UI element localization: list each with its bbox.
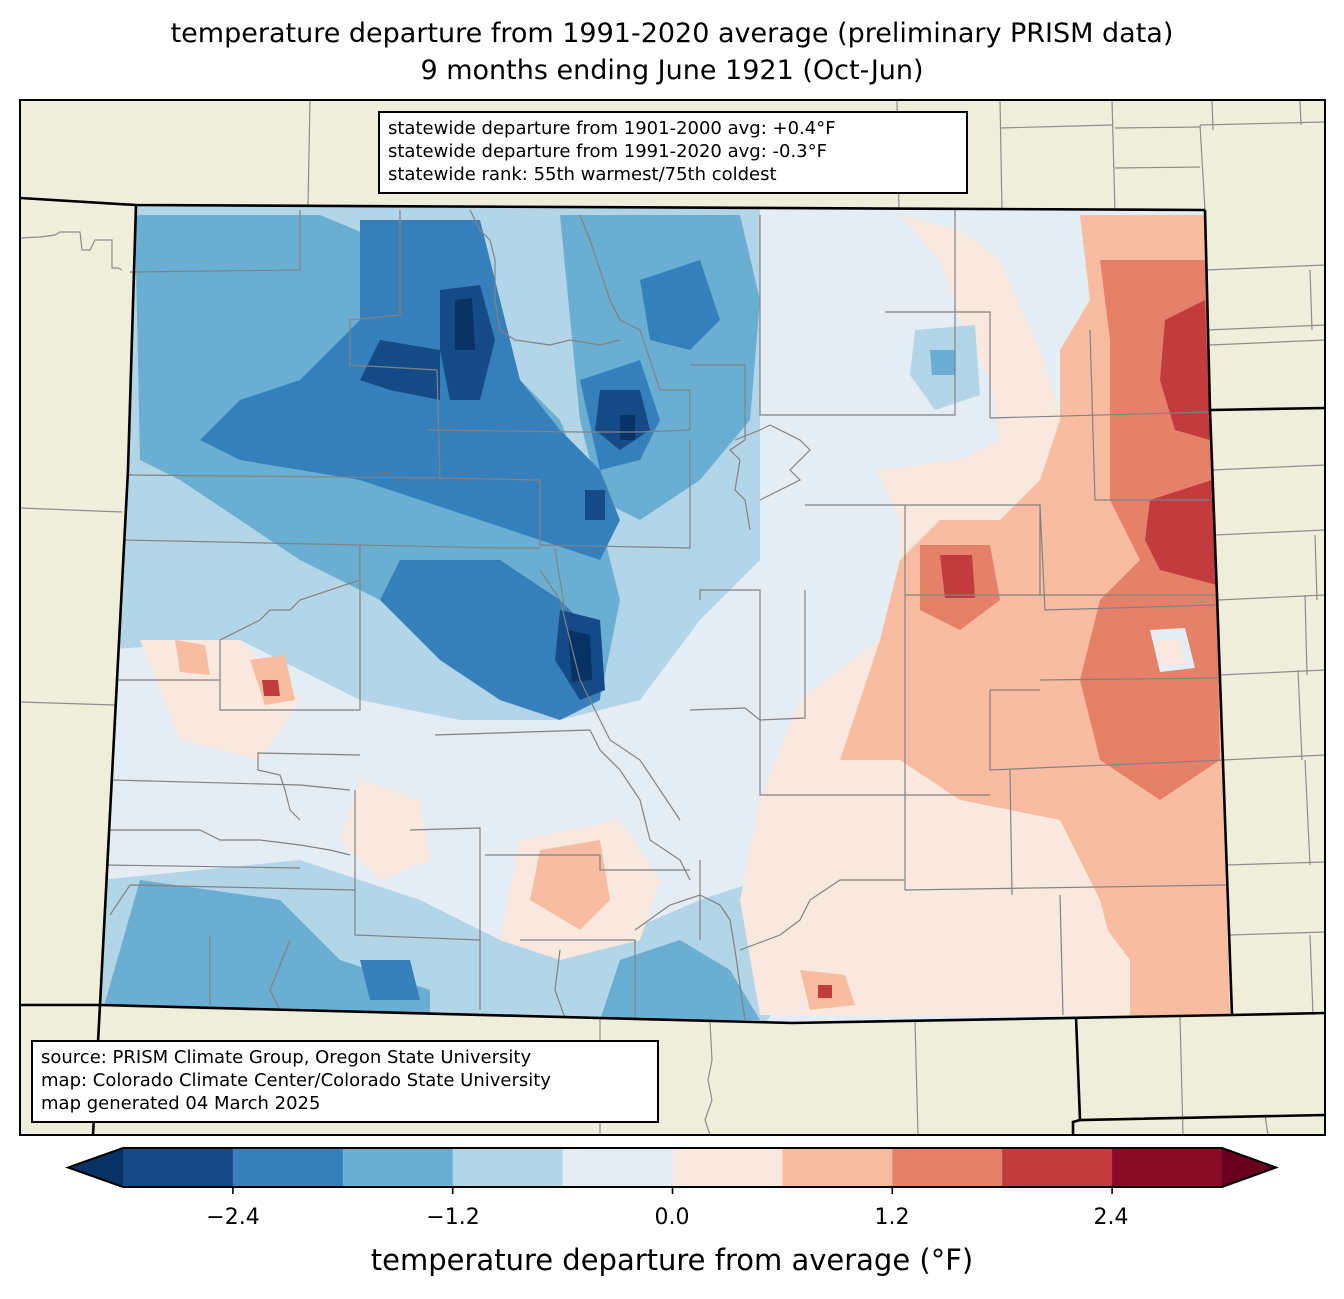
colorbar-bin (1112, 1148, 1223, 1187)
contour-region (1145, 480, 1217, 585)
contour-region (360, 340, 440, 400)
map-title-line1: temperature departure from 1991-2020 ave… (170, 18, 1174, 49)
colorbar-bin (782, 1148, 893, 1187)
contour-region (568, 630, 592, 682)
colorbar-over-arrow (1222, 1148, 1276, 1187)
colorbar-axis-label: temperature departure from average (°F) (370, 1243, 974, 1277)
colorbar-tick-label: 0.0 (654, 1205, 690, 1230)
contour-region (262, 680, 280, 696)
contour-region (340, 780, 430, 880)
colorbar-under-arrow (68, 1148, 123, 1187)
colorbar-tick-label: 2.4 (1093, 1205, 1129, 1230)
colorbar-bin (123, 1148, 234, 1187)
contour-region (940, 555, 975, 598)
colorbar-outline (65, 1147, 1279, 1188)
contour-region (380, 560, 600, 720)
stats-line-departure-1991-2020: statewide departure from 1991-2020 avg: … (388, 141, 827, 162)
contour-region (360, 960, 420, 1000)
contour-region (640, 260, 720, 350)
contour-region (100, 880, 430, 1020)
temperature-field (100, 205, 1232, 1023)
contour-region (1000, 900, 1130, 1015)
colorbar-bin (562, 1148, 673, 1187)
stats-line-rank: statewide rank: 55th warmest/75th coldes… (388, 164, 777, 185)
source-line: source: PRISM Climate Group, Oregon Stat… (41, 1047, 532, 1068)
contour-region (1160, 300, 1210, 440)
state-boundaries (20, 196, 1325, 1135)
colorbar-bin (232, 1148, 344, 1187)
neighbor-county-lines (20, 100, 1325, 1135)
contour-region (620, 415, 635, 440)
colorbar-bin (672, 1148, 783, 1187)
contour-region (1155, 640, 1185, 665)
colorbar-tick-label: −2.4 (206, 1205, 260, 1230)
contour-region (455, 298, 475, 350)
contour-region (175, 640, 210, 675)
contour-region (760, 215, 1000, 480)
map-title-line2: 9 months ending June 1921 (Oct-Jun) (420, 55, 924, 86)
colorbar-bin (452, 1148, 564, 1187)
contour-region (818, 985, 832, 998)
map-frame-border (19, 99, 1326, 1136)
map-generated-line: map generated 04 March 2025 (41, 1093, 321, 1114)
map-credit-line: map: Colorado Climate Center/Colorado St… (41, 1070, 551, 1091)
colorbar-bin (342, 1148, 454, 1187)
contour-region (530, 840, 610, 930)
contour-region (600, 940, 760, 1020)
statewide-stats-box: statewide departure from 1901-2000 avg: … (378, 111, 968, 194)
stats-line-departure-1901-2000: statewide departure from 1901-2000 avg: … (388, 118, 836, 139)
colorbar (65, 1147, 1279, 1194)
colorado-county-lines (105, 209, 1229, 1021)
colorbar-tick-label: −1.2 (426, 1205, 480, 1230)
colorbar-bin (892, 1148, 1003, 1187)
colorbar-tick-label: 1.2 (874, 1205, 910, 1230)
contour-region (930, 350, 955, 375)
source-credit-box: source: PRISM Climate Group, Oregon Stat… (31, 1040, 659, 1123)
colorbar-bin (1002, 1148, 1113, 1187)
contour-region (585, 490, 605, 520)
